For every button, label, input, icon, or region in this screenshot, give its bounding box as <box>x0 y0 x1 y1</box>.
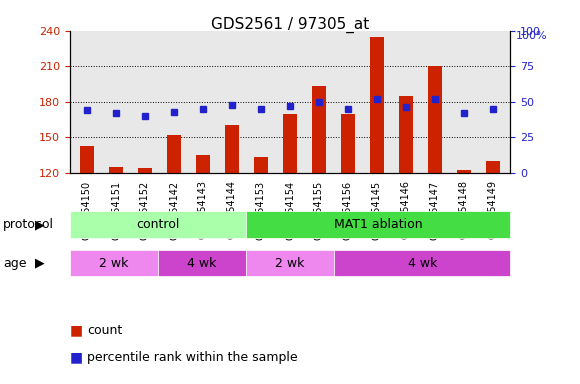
Bar <box>427 66 442 173</box>
Bar <box>312 86 326 173</box>
Text: 2 wk: 2 wk <box>276 257 304 270</box>
Text: age: age <box>3 257 27 270</box>
Bar <box>341 114 355 173</box>
Bar <box>456 170 471 173</box>
Bar <box>224 126 239 173</box>
Bar <box>167 135 181 173</box>
Text: percentile rank within the sample: percentile rank within the sample <box>87 351 298 364</box>
Text: MAT1 ablation: MAT1 ablation <box>334 218 422 231</box>
Text: 100%: 100% <box>516 31 548 41</box>
Bar <box>138 168 152 173</box>
Text: ■: ■ <box>70 350 87 364</box>
Text: ■: ■ <box>70 323 87 337</box>
Text: ▶: ▶ <box>35 257 44 270</box>
Bar <box>485 161 500 173</box>
Text: control: control <box>136 218 179 231</box>
Bar <box>369 36 384 173</box>
Text: count: count <box>87 324 122 337</box>
Bar <box>283 114 297 173</box>
Text: protocol: protocol <box>3 218 54 231</box>
Text: 4 wk: 4 wk <box>187 257 216 270</box>
Text: ▶: ▶ <box>35 218 44 231</box>
Text: 2 wk: 2 wk <box>99 257 128 270</box>
Text: GDS2561 / 97305_at: GDS2561 / 97305_at <box>211 17 369 33</box>
Bar <box>109 167 123 173</box>
Text: 4 wk: 4 wk <box>408 257 437 270</box>
Bar <box>80 146 94 173</box>
Bar <box>196 155 210 173</box>
Bar <box>398 96 413 173</box>
Bar <box>253 157 268 173</box>
